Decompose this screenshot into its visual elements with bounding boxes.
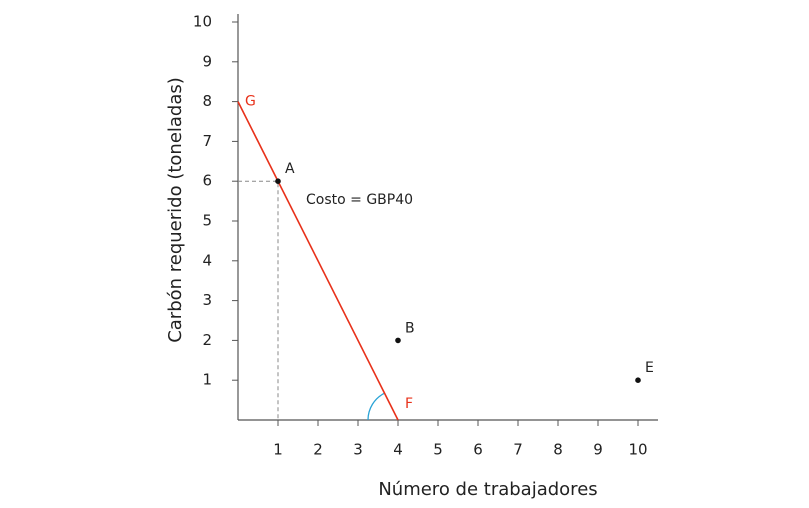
y-tick-label: 3: [202, 291, 212, 309]
x-tick-label: 4: [393, 441, 403, 459]
angle-arc: [367, 392, 385, 421]
x-tick-label: 10: [628, 441, 647, 459]
y-tick-label: 5: [202, 212, 212, 230]
line-end-label: G: [245, 94, 256, 110]
x-tick-label: 6: [473, 441, 483, 459]
x-tick-label: 7: [513, 441, 523, 459]
y-tick-label: 4: [202, 251, 212, 269]
y-tick-label: 10: [193, 13, 212, 31]
guide-line: [238, 180, 279, 420]
y-tick-label: 8: [202, 92, 212, 110]
y-axis-label: Carbón requerido (toneladas): [165, 77, 186, 343]
x-tick-label: 8: [553, 441, 563, 459]
y-tick-label: 7: [202, 132, 212, 150]
x-tick-label: 2: [313, 441, 323, 459]
line-end-label: F: [405, 396, 413, 412]
cost-line: [237, 101, 399, 421]
y-tick-label: 6: [202, 172, 212, 190]
x-axis-label: Número de trabajadores: [378, 479, 597, 500]
x-tick-label: 3: [353, 441, 363, 459]
point-label: E: [645, 360, 654, 376]
x-tick-label: 1: [273, 441, 283, 459]
point: [275, 178, 281, 184]
y-tick-label: 2: [202, 331, 212, 349]
y-tick-label: 9: [202, 52, 212, 70]
x-tick-label: 5: [433, 441, 443, 459]
x-tick-label: 9: [593, 441, 603, 459]
y-tick-label: 1: [202, 371, 212, 389]
point-label: A: [285, 161, 295, 177]
point: [395, 337, 401, 344]
point: [635, 377, 641, 384]
point-label: B: [405, 320, 415, 336]
annotation: Costo = GBP40: [306, 192, 413, 208]
